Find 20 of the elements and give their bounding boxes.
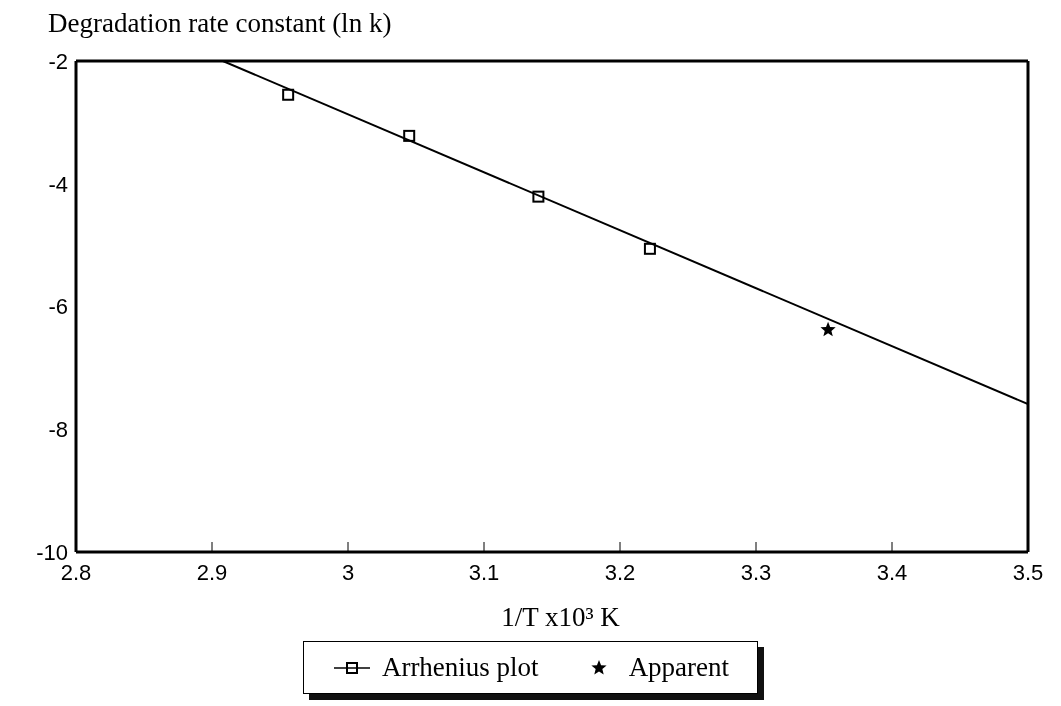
y-tick-label: -6: [48, 294, 68, 320]
point: [643, 242, 656, 255]
x-tick-label: 2.9: [196, 559, 228, 585]
y-tick-label: -4: [48, 171, 68, 197]
x-tick-label: 3.3: [740, 559, 772, 585]
point: [403, 129, 416, 142]
point: [282, 88, 295, 101]
point: [532, 190, 545, 203]
x-tick-label: 3.4: [876, 559, 908, 585]
y-tick-label: -8: [48, 417, 68, 443]
x-axis-title: 1/T x10³ K: [500, 602, 621, 633]
x-tick-label: 3.1: [468, 559, 500, 585]
legend-label: Apparent: [628, 652, 730, 683]
y-tick-label: -2: [48, 48, 68, 74]
x-tick-label: 3.2: [604, 559, 636, 585]
y-axis-title: Degradation rate constant (ln k): [48, 8, 393, 40]
legend-label: Arrhenius plot: [381, 652, 539, 683]
x-tick-label: 3.5: [1012, 559, 1044, 585]
point: [820, 321, 836, 337]
x-tick-label: 3: [341, 559, 355, 585]
